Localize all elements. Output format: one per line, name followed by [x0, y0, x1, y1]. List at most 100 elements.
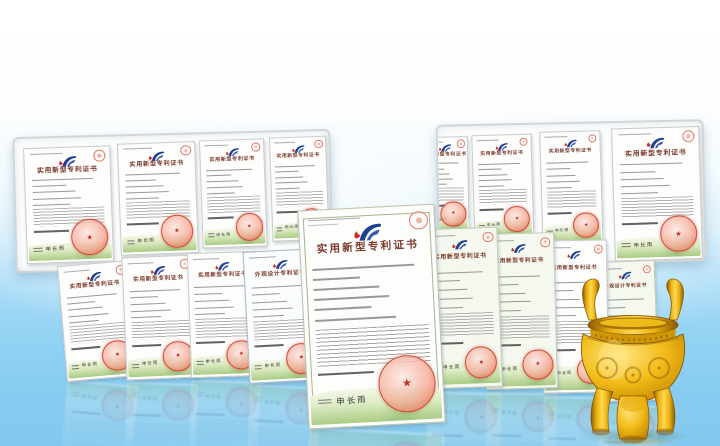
field-lines — [312, 263, 428, 322]
ding-right-ear — [666, 278, 684, 321]
signer-role-lines — [132, 363, 139, 365]
signer-role-lines — [254, 365, 262, 367]
cnipa-logo — [617, 269, 633, 280]
cnipa-logo — [509, 242, 527, 255]
cnipa-logo-icon — [619, 271, 632, 279]
field-lines — [194, 441, 252, 446]
red-ring-stamp — [540, 237, 551, 248]
star-icon: ★ — [478, 413, 485, 421]
patent-certificate: 实用新型专利证书申长雨★ — [116, 141, 199, 256]
cnipa-logo — [85, 270, 104, 284]
divider-line — [131, 414, 162, 418]
director-signature: 申长雨 — [141, 361, 159, 368]
patent-certificate: 实用新型专利证书申长雨★ — [611, 125, 703, 262]
certificate-title: 实用新型专利证书 — [624, 147, 687, 158]
patent-certificate: 实用新型专利证书申长雨★ — [186, 250, 262, 379]
certificate-title: 实用新型专利证书 — [69, 279, 121, 291]
star-icon: ★ — [298, 405, 305, 413]
field-lines — [129, 442, 189, 446]
divider-line — [196, 340, 225, 344]
star-icon: ★ — [451, 210, 456, 217]
director-signature: 申长雨 — [81, 391, 99, 399]
cnipa-logo-icon — [87, 272, 102, 282]
director-signature: 申长雨 — [216, 230, 232, 237]
cnipa-logo-icon — [291, 145, 304, 153]
field-lines — [275, 164, 322, 190]
signer-role-lines — [548, 414, 555, 416]
red-ring-stamp — [180, 145, 192, 156]
cnipa-logo-icon — [511, 244, 526, 254]
signer-role-lines — [71, 365, 79, 367]
cnipa-logo-icon — [215, 261, 230, 271]
cnipa-logo-icon — [439, 144, 452, 152]
certificate-title: 实用新型专利证书 — [36, 164, 98, 175]
body-paragraph — [435, 187, 465, 202]
signer-role-lines — [132, 396, 139, 398]
director-signature: 申长雨 — [284, 224, 299, 230]
red-ring-stamp — [593, 244, 604, 254]
director-signature: 申长雨 — [442, 364, 461, 371]
director-signature: 申长雨 — [336, 394, 369, 407]
field-lines — [620, 162, 693, 195]
certificate-number-line — [308, 223, 339, 227]
red-ring-stamp — [93, 149, 106, 162]
red-ring-stamp — [682, 130, 695, 143]
signer-role-lines — [254, 400, 262, 402]
cnipa-logo — [290, 143, 306, 154]
grass-band: 申长雨 — [309, 430, 443, 446]
certificate-title: 实用新型专利证书 — [276, 152, 320, 160]
official-seal-stamp: ★ — [235, 212, 264, 242]
star-icon: ★ — [401, 376, 413, 390]
cnipa-logo-icon — [272, 260, 287, 270]
cnipa-logo-icon — [353, 223, 381, 241]
certificate-title: 实用新型专利证书 — [316, 237, 420, 256]
cnipa-logo — [566, 249, 583, 261]
certificate-panel-right: 实用新型专利证书申长雨★实用新型专利证书申长雨★实用新型专利证书申长雨★实用新型… — [435, 119, 707, 267]
certificate-title: 实用新型专利证书 — [209, 156, 255, 164]
signer-role-lines — [479, 224, 485, 227]
field-lines — [66, 437, 127, 446]
divider-line — [126, 222, 159, 226]
star-icon: ★ — [583, 221, 589, 228]
star-icon: ★ — [535, 361, 541, 368]
field-lines — [435, 162, 465, 185]
signer-role-lines — [71, 394, 79, 396]
red-ring-stamp — [314, 139, 323, 149]
divider-line — [70, 411, 101, 416]
signer-role-lines — [318, 399, 332, 402]
certificate-panel-left: 实用新型专利证书 申长雨 ★ 实用新型专利证书 申长雨 ★ 实用新型专利证书 申长雨 ★ 实用新型… — [12, 128, 334, 274]
divider-line — [432, 433, 464, 438]
cnipa-logo-icon — [564, 139, 577, 148]
patent-certificate: 实用新型专利证书申长雨★ — [539, 130, 604, 246]
signer-role-lines — [196, 394, 204, 396]
cnipa-logo — [149, 263, 167, 276]
body-paragraph — [206, 195, 261, 214]
certificate-title: 实用新型专利证书 — [480, 150, 524, 157]
signer-role-lines — [33, 248, 43, 250]
cnipa-logo — [213, 259, 231, 272]
cnipa-logo — [644, 135, 666, 151]
cnipa-logo-icon — [495, 142, 508, 151]
ding-left-leg — [590, 387, 614, 432]
cnipa-logo-icon — [452, 239, 468, 250]
ding-right-leg — [652, 387, 676, 432]
director-signature: 申长雨 — [264, 362, 282, 370]
signer-role-lines — [126, 240, 135, 242]
field-lines — [66, 292, 127, 324]
signer-role-lines — [207, 233, 214, 235]
official-seal-stamp: ★ — [160, 214, 194, 248]
director-signature: 申长雨 — [205, 357, 223, 364]
signer-role-lines — [491, 410, 499, 413]
star-icon: ★ — [238, 399, 244, 406]
divider-line — [196, 413, 225, 417]
director-signature: 申长雨 — [141, 393, 159, 400]
body-paragraph — [490, 441, 551, 446]
field-lines — [206, 168, 260, 195]
star-icon: ★ — [298, 354, 305, 362]
red-ring-stamp — [408, 210, 429, 231]
director-signature: 申长雨 — [633, 241, 654, 250]
ding-body — [581, 333, 685, 401]
field-lines — [31, 177, 104, 206]
